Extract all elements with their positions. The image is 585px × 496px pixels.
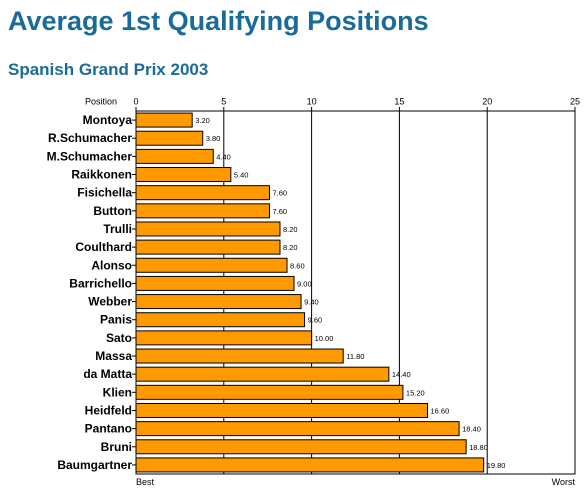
tick-label: 20 (482, 97, 492, 107)
category-label: Heidfeld (85, 403, 132, 417)
bar (135, 148, 214, 164)
value-label: 15.20 (406, 388, 425, 397)
category-label: Massa (95, 349, 132, 363)
bar (135, 312, 306, 328)
value-label: 3.20 (195, 116, 210, 125)
value-label: 14.40 (392, 370, 411, 379)
bar (135, 348, 344, 364)
bar (135, 330, 313, 346)
bar (135, 185, 270, 201)
category-label: Coulthard (75, 240, 132, 254)
plot-area (135, 110, 576, 475)
value-label: 18.40 (462, 425, 481, 434)
bar (135, 384, 404, 400)
chart-title: Average 1st Qualifying Positions (8, 6, 429, 36)
value-label: 18.80 (469, 443, 488, 452)
tick-label: 15 (394, 97, 404, 107)
category-label: da Matta (83, 367, 132, 381)
category-label: Fisichella (77, 186, 132, 200)
category-label: Bruni (101, 440, 132, 454)
category-label: Webber (88, 295, 132, 309)
bar (135, 366, 390, 382)
tick-label: 5 (221, 97, 226, 107)
value-label: 9.00 (297, 279, 312, 288)
bar (135, 112, 193, 128)
category-label: Montoya (83, 113, 133, 127)
category-label: Sato (106, 331, 132, 345)
tick-label: 0 (133, 97, 138, 107)
category-label: Trulli (103, 222, 132, 236)
bar (135, 294, 302, 310)
chart-subtitle: Spanish Grand Prix 2003 (8, 60, 209, 79)
value-label: 19.80 (487, 461, 506, 470)
category-label: Button (93, 204, 132, 218)
value-label: 16.60 (430, 406, 449, 415)
x-start-label: Best (136, 477, 155, 487)
bar (135, 457, 485, 473)
value-label: 5.40 (234, 171, 249, 180)
bar (135, 257, 288, 273)
value-label: 7.60 (272, 207, 287, 216)
category-label: R.Schumacher (48, 131, 132, 145)
bar (135, 203, 270, 219)
category-label: Panis (100, 313, 132, 327)
category-label: M.Schumacher (47, 149, 133, 163)
bar (135, 239, 281, 255)
value-label: 8.20 (283, 225, 298, 234)
bar (135, 130, 204, 146)
value-label: 8.60 (290, 261, 305, 270)
bar (135, 167, 232, 183)
value-label: 7.60 (272, 189, 287, 198)
bar (135, 402, 428, 418)
value-label: 9.40 (304, 298, 319, 307)
value-label: 3.80 (206, 134, 221, 143)
category-label: Pantano (85, 422, 132, 436)
bar (135, 439, 467, 455)
value-label: 4.40 (216, 152, 231, 161)
bar (135, 275, 295, 291)
category-label: Klien (103, 385, 132, 399)
category-label: Baumgartner (57, 458, 132, 472)
bar (135, 221, 281, 237)
value-label: 10.00 (315, 334, 334, 343)
tick-label: 25 (570, 97, 580, 107)
axis-label: Position (85, 97, 117, 107)
value-label: 9.60 (308, 316, 323, 325)
bar (135, 421, 460, 437)
category-label: Barrichello (69, 276, 132, 290)
category-label: Raikkonen (71, 168, 132, 182)
x-end-label: Worst (552, 477, 576, 487)
category-label: Alonso (91, 258, 132, 272)
value-label: 8.20 (283, 243, 298, 252)
value-label: 11.80 (346, 352, 364, 361)
tick-label: 10 (307, 97, 317, 107)
